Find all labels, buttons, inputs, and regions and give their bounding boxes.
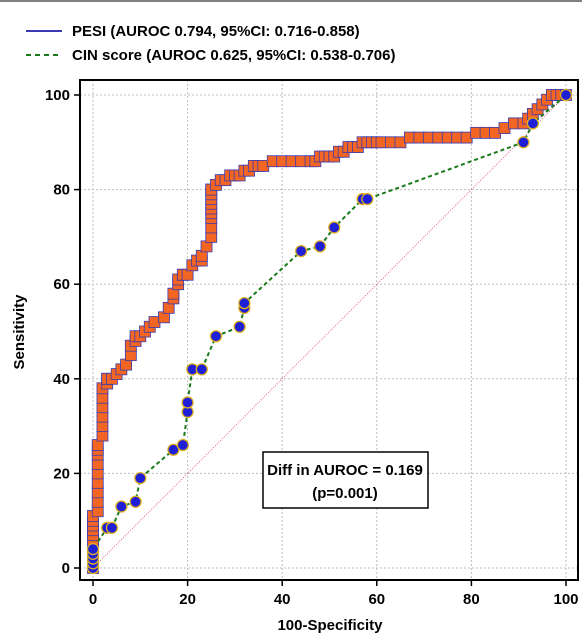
cin-point [176, 438, 190, 452]
x-axis-title: 100-Specificity [277, 617, 383, 634]
cin-line [92, 94, 567, 568]
x-tick-label: 20 [179, 591, 196, 608]
y-tick-label: 60 [53, 276, 70, 293]
annotation-line-2: (p=0.001) [312, 485, 377, 502]
y-tick-label: 100 [45, 87, 70, 104]
cin-point [134, 471, 147, 485]
x-tick-label: 80 [463, 591, 480, 608]
auroc-diff-annotation: Diff in AUROC = 0.169 (p=0.001) [262, 451, 429, 509]
cin-point [526, 117, 540, 130]
cin-point [517, 136, 530, 149]
x-tick-label: 0 [89, 591, 97, 608]
x-tick-label: 40 [274, 591, 291, 608]
annotation-line-1: Diff in AUROC = 0.169 [267, 462, 423, 479]
legend-entry-pesi: PESI (AUROC 0.794, 95%CI: 0.716-0.858) [72, 23, 360, 40]
cin-point [181, 396, 194, 409]
x-tick-label: 60 [368, 591, 385, 608]
cin-point [86, 542, 100, 556]
cin-point [115, 500, 128, 513]
annotation-box [262, 451, 429, 509]
cin-point [361, 192, 374, 206]
ticks: 0 20 40 60 80 100 0 20 40 60 80 100 [45, 87, 579, 608]
cin-series [86, 88, 573, 575]
cin-point [209, 330, 223, 343]
cin-point [328, 221, 341, 234]
y-tick-label: 80 [53, 182, 70, 199]
cin-point [559, 88, 573, 102]
cin-point [105, 521, 119, 534]
y-axis-title: Sensitivity [11, 294, 28, 370]
cin-point [129, 495, 142, 508]
legend: PESI (AUROC 0.794, 95%CI: 0.716-0.858) C… [26, 23, 395, 64]
cin-point [233, 320, 246, 333]
y-tick-label: 0 [62, 560, 70, 577]
cin-point [195, 363, 208, 376]
cin-point [238, 296, 251, 310]
cin-point [167, 443, 180, 456]
x-tick-label: 100 [553, 591, 578, 608]
y-tick-label: 40 [53, 371, 70, 388]
plot-frame [79, 79, 579, 581]
cin-point [313, 240, 327, 253]
cin-point [294, 244, 308, 258]
y-tick-label: 20 [53, 465, 70, 482]
legend-entry-cin: CIN score (AUROC 0.625, 95%CI: 0.538-0.7… [72, 47, 395, 64]
